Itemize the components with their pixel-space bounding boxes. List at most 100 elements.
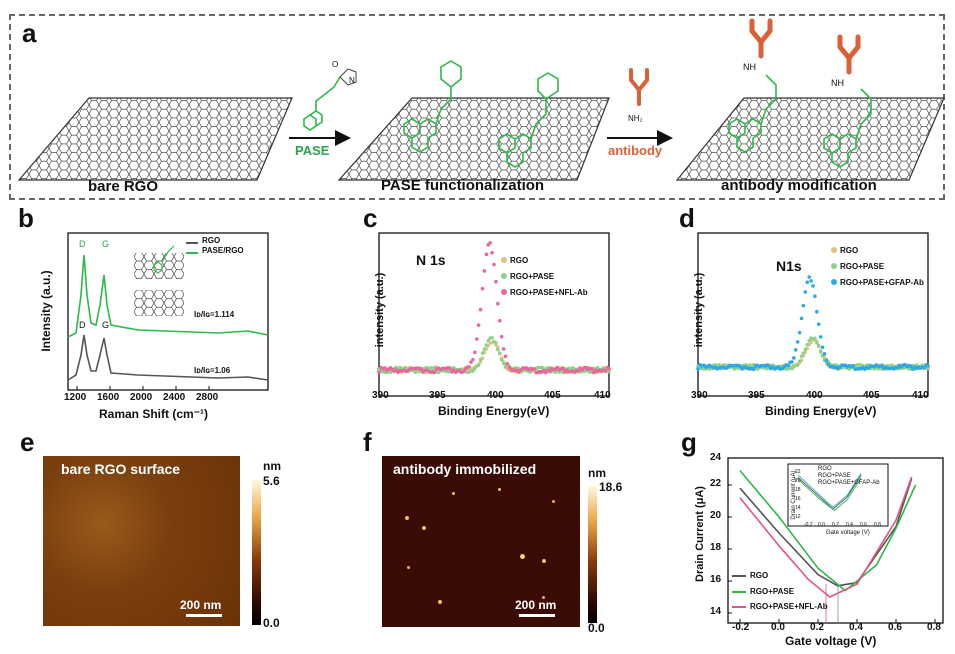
xps-point — [476, 323, 481, 327]
afm-bare-colorbar — [252, 480, 261, 625]
xps-c-xtick-400: 400 — [487, 390, 504, 401]
afm-bare-max: 5.6 — [263, 474, 280, 488]
afm-image-bare: bare RGO surface 200 nm — [43, 456, 240, 626]
xps-point — [478, 357, 483, 362]
xps-point — [484, 343, 489, 347]
afm-antibody-colorbar — [588, 486, 597, 623]
raman-xlabel: Raman Shift (cm⁻¹) — [99, 407, 209, 421]
xps-point — [822, 352, 827, 356]
antibody-reagent-label: antibody — [608, 143, 663, 158]
inset-xtick-4: 0.6 — [860, 522, 867, 528]
xps-point — [922, 366, 926, 370]
afm-antibody-min: 0.0 — [588, 621, 605, 635]
xps-c-ylabel: intensity (a.u.) — [374, 272, 386, 348]
caption-antibody-modification: antibody modification — [721, 177, 877, 194]
panel-f-label: f — [363, 427, 372, 457]
raman-xtick-2400: 2400 — [163, 392, 186, 403]
transfer-ytick-18: 18 — [710, 542, 722, 553]
transfer-ytick-20: 20 — [710, 510, 722, 521]
xps-point — [561, 366, 565, 371]
xps-point — [803, 290, 808, 294]
xps-point — [499, 334, 504, 339]
antibody-linker-2 — [823, 88, 872, 168]
raman-peak-g-bottom: G — [102, 320, 110, 330]
xps-point — [807, 338, 811, 343]
xps-d-legend-2: RGO+PASE+GFAP-Ab — [840, 278, 924, 287]
inset-xtick-5: 0.8 — [874, 522, 881, 528]
xps-point — [532, 366, 537, 371]
raman-xticks — [76, 386, 210, 390]
xps-point — [803, 347, 808, 352]
xps-point — [469, 360, 473, 364]
xps-series-2 — [696, 275, 930, 371]
transfer-xtick-1: 0.0 — [771, 622, 785, 633]
xps-point — [799, 354, 804, 359]
xps-d-ylabel: intensity (a.u.) — [693, 272, 705, 348]
inset-xtick-3: 0.4 — [846, 522, 853, 528]
xps-point — [474, 337, 479, 341]
xps-d-legend-1: RGO+PASE — [840, 262, 885, 271]
xps-point — [807, 275, 811, 279]
xps-point — [815, 341, 819, 345]
xps-point — [880, 363, 884, 368]
xps-point — [809, 279, 813, 283]
xps-point — [419, 367, 423, 371]
antibody-on-sheet-1 — [749, 18, 773, 59]
raman-peak-g-top: G — [102, 239, 110, 249]
xps-c-xlabel: Binding Energy(eV) — [438, 404, 550, 418]
xps-point — [801, 303, 806, 308]
xps-chart-d — [696, 232, 930, 397]
xps-point — [494, 341, 498, 345]
raman-xtick-2000: 2000 — [130, 392, 153, 403]
xps-point — [908, 364, 913, 369]
xps-c-legend-1: RGO+PASE — [510, 272, 555, 281]
xps-point — [793, 348, 798, 352]
raman-xtick-2800: 2800 — [196, 392, 219, 403]
xps-point — [497, 351, 502, 355]
xps-point — [476, 363, 481, 367]
xps-point — [816, 322, 821, 327]
xps-point — [797, 330, 802, 335]
raman-peak-d-top: D — [79, 239, 86, 249]
transfer-curve-1 — [797, 477, 862, 511]
xps-point — [786, 363, 790, 368]
raman-curve-pase — [67, 254, 269, 338]
inset-xtick-1: 0.0 — [818, 522, 825, 528]
raman-legend-pase: PASE/RGO — [202, 246, 244, 255]
raman-ratio-bottom: Iᴅ/Iɢ=1.06 — [194, 366, 231, 375]
xps-point — [815, 309, 819, 314]
xps-point — [797, 359, 802, 364]
inset-ytick-4: 20 — [795, 478, 801, 484]
antibody-on-sheet-2 — [837, 34, 861, 75]
transfer-xtick-5: 0.8 — [927, 622, 941, 633]
transfer-legend-0: RGO — [750, 571, 769, 580]
xps-d-xtick-400: 400 — [806, 390, 823, 401]
pase-reagent-label: PASE — [295, 143, 330, 158]
xps-point — [486, 338, 491, 343]
raman-axes — [67, 232, 269, 391]
xps-point — [496, 347, 500, 352]
raman-chart — [67, 232, 269, 391]
xps-chart-c — [377, 232, 611, 397]
chem-n-1: N — [349, 76, 355, 85]
panel-e-label: e — [20, 427, 35, 457]
xps-point — [377, 370, 381, 375]
sheet-bare — [17, 97, 293, 181]
xps-point — [813, 336, 817, 341]
inset-xtick-0: -0.2 — [804, 522, 813, 528]
xps-point — [497, 318, 502, 323]
xps-d-legend-0: RGO — [840, 246, 859, 255]
transfer-xlabel: Gate voltage (V) — [785, 634, 877, 648]
raman-ratio-top: Iᴅ/Iɢ=1.114 — [194, 310, 235, 319]
sheet-pase — [337, 97, 610, 181]
antibody-reagent-icon — [629, 68, 649, 106]
xps-point — [738, 364, 742, 369]
transfer-curve-1 — [739, 470, 917, 592]
transfer-xtick-0: -0.2 — [732, 622, 750, 633]
xps-point — [461, 369, 466, 374]
xps-d-xtick-390: 390 — [691, 390, 708, 401]
xps-point — [501, 347, 506, 351]
transfer-legend-1: RGO+PASE — [750, 587, 795, 596]
xps-point — [480, 286, 485, 291]
xps-c-xtick-390: 390 — [372, 390, 389, 401]
